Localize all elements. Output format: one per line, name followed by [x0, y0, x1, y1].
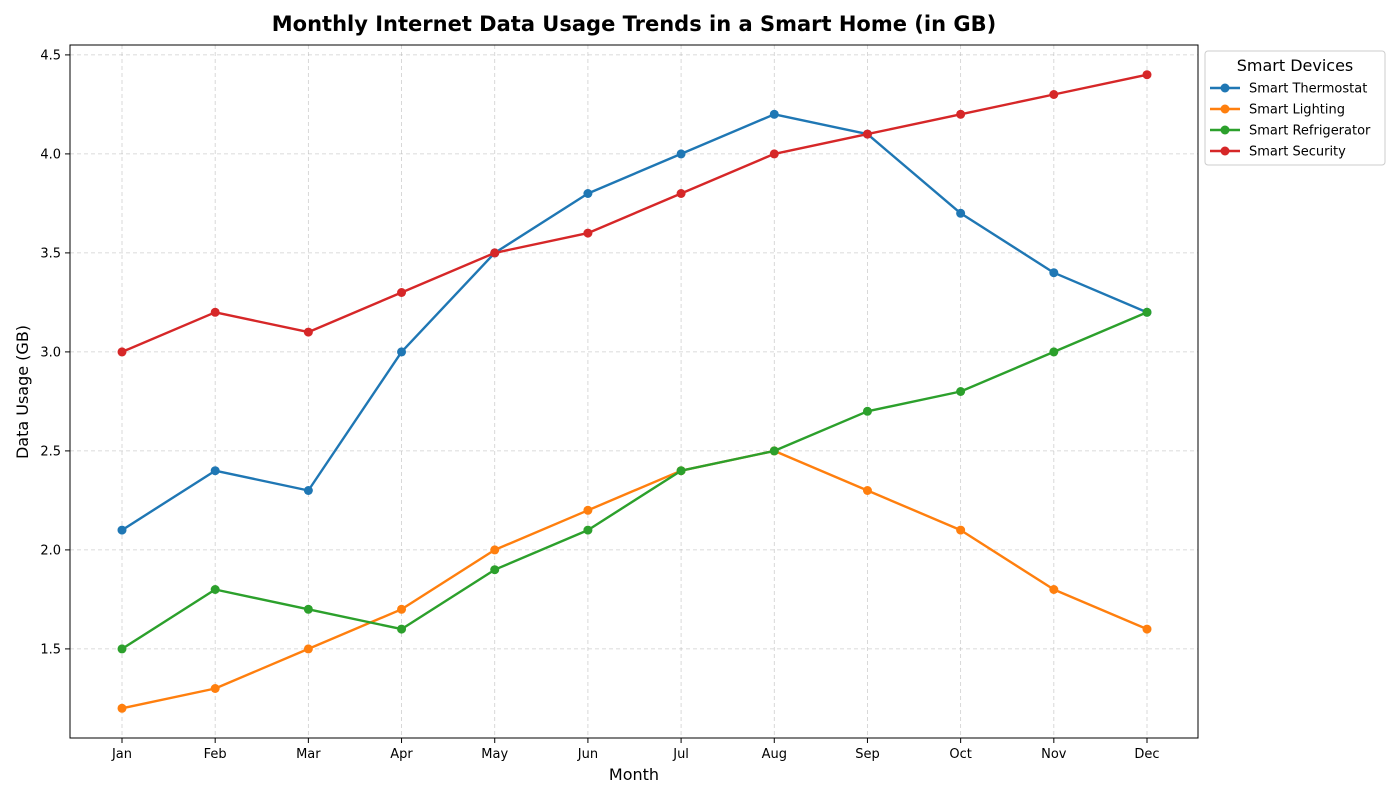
series-line-smart-refrigerator — [120, 311, 1149, 651]
legend-item-smart-lighting: Smart Lighting — [1210, 103, 1345, 118]
data-point-smart-lighting — [1142, 624, 1152, 634]
data-point-smart-refrigerator — [397, 624, 407, 634]
data-point-smart-security — [117, 347, 127, 357]
x-tick-label: Jun — [577, 747, 598, 762]
data-point-smart-security — [769, 149, 779, 159]
data-point-smart-security — [1142, 70, 1152, 80]
y-tick-label: 2.5 — [40, 444, 61, 459]
x-tick-label: Nov — [1041, 747, 1067, 762]
data-point-smart-lighting — [117, 703, 127, 713]
y-tick-label: 3.5 — [40, 246, 61, 261]
y-axis: 1.5 2.0 2.5 3.0 3.5 4.0 4.5 — [40, 48, 70, 657]
data-point-smart-security — [956, 109, 966, 119]
series-lines — [117, 70, 1152, 713]
grid-lines — [70, 45, 1198, 738]
data-point-smart-thermostat — [956, 208, 966, 218]
x-axis: Jan Feb Mar Apr May Jun Jul Aug Sep Oct Nov Dec — [111, 738, 1160, 762]
legend-item-smart-refrigerator: Smart Refrigerator — [1210, 124, 1371, 139]
data-point-smart-refrigerator — [583, 525, 593, 535]
x-tick-label: Feb — [204, 747, 227, 762]
y-tick-label: 4.0 — [40, 147, 61, 162]
legend: Smart Devices Smart Thermostat Smart Ligh… — [1204, 50, 1386, 166]
legend-marker — [1220, 104, 1230, 114]
data-point-smart-refrigerator — [769, 446, 779, 456]
data-point-smart-thermostat — [583, 189, 593, 198]
data-point-smart-security — [397, 288, 407, 297]
y-tick-label: 2.0 — [40, 543, 61, 558]
x-tick-label: May — [481, 747, 508, 762]
y-tick-label: 3.0 — [40, 345, 61, 360]
series-line-smart-lighting — [120, 449, 1149, 710]
data-point-smart-security — [1049, 90, 1059, 99]
data-point-smart-lighting — [490, 545, 500, 555]
data-point-smart-lighting — [210, 684, 220, 693]
data-point-smart-security — [862, 129, 872, 139]
x-axis-label: Month — [609, 765, 659, 784]
legend-items: Smart Thermostat Smart Lighting Smart Refr… — [1210, 82, 1371, 160]
data-point-smart-lighting — [862, 486, 872, 495]
data-point-smart-refrigerator — [210, 585, 220, 594]
series-smart-thermostat — [117, 109, 1152, 535]
data-point-smart-lighting — [583, 505, 593, 515]
data-point-smart-lighting — [956, 525, 966, 535]
data-point-smart-thermostat — [303, 486, 313, 495]
x-tick-label: Dec — [1134, 747, 1159, 762]
legend-label: Smart Lighting — [1249, 103, 1345, 118]
data-point-smart-thermostat — [1049, 268, 1059, 278]
data-point-smart-refrigerator — [117, 644, 127, 654]
x-tick-label: Mar — [296, 747, 321, 762]
data-point-smart-security — [583, 228, 593, 238]
data-point-smart-lighting — [303, 644, 313, 654]
legend-label: Smart Refrigerator — [1249, 124, 1371, 139]
x-tick-label: Jul — [672, 747, 689, 762]
y-tick-label: 4.5 — [40, 48, 61, 63]
y-axis-label: Data Usage (GB) — [13, 325, 32, 459]
data-point-smart-refrigerator — [303, 604, 313, 614]
legend-item-smart-security: Smart Security — [1210, 145, 1346, 160]
data-point-smart-security — [303, 327, 313, 337]
x-tick-label: Aug — [762, 747, 787, 762]
data-point-smart-security — [210, 307, 220, 317]
data-point-smart-lighting — [397, 604, 407, 614]
plot-area-frame — [69, 44, 1199, 739]
data-point-smart-refrigerator — [1049, 347, 1059, 357]
x-tick-label: Sep — [855, 747, 880, 762]
legend-marker — [1220, 83, 1230, 93]
y-tick-label: 1.5 — [40, 642, 61, 657]
legend-marker — [1220, 125, 1230, 135]
series-smart-security — [117, 70, 1152, 357]
data-point-smart-refrigerator — [676, 466, 686, 476]
legend-label: Smart Thermostat — [1249, 82, 1367, 97]
series-smart-refrigerator — [117, 307, 1152, 654]
legend-box — [1204, 50, 1386, 166]
data-point-smart-refrigerator — [490, 565, 500, 575]
data-point-smart-thermostat — [676, 149, 686, 159]
data-point-smart-thermostat — [210, 466, 220, 476]
data-point-smart-security — [490, 248, 500, 258]
data-point-smart-thermostat — [769, 109, 779, 119]
x-tick-label: Oct — [949, 747, 971, 762]
data-point-smart-lighting — [1049, 585, 1059, 594]
chart-title: Monthly Internet Data Usage Trends in a … — [272, 12, 996, 36]
legend-title: Smart Devices — [1237, 56, 1354, 75]
legend-label: Smart Security — [1249, 145, 1346, 160]
x-tick-label: Apr — [390, 747, 413, 762]
series-line-smart-thermostat — [120, 113, 1149, 532]
series-line-smart-security — [120, 73, 1149, 354]
x-tick-label: Jan — [111, 747, 132, 762]
data-point-smart-refrigerator — [862, 406, 872, 416]
legend-item-smart-thermostat: Smart Thermostat — [1210, 82, 1367, 97]
data-point-smart-thermostat — [117, 525, 127, 535]
legend-marker — [1220, 146, 1230, 156]
series-smart-lighting — [117, 446, 1152, 713]
data-point-smart-thermostat — [397, 347, 407, 357]
data-point-smart-security — [676, 189, 686, 198]
data-point-smart-refrigerator — [956, 387, 966, 396]
data-point-smart-refrigerator — [1142, 307, 1152, 317]
